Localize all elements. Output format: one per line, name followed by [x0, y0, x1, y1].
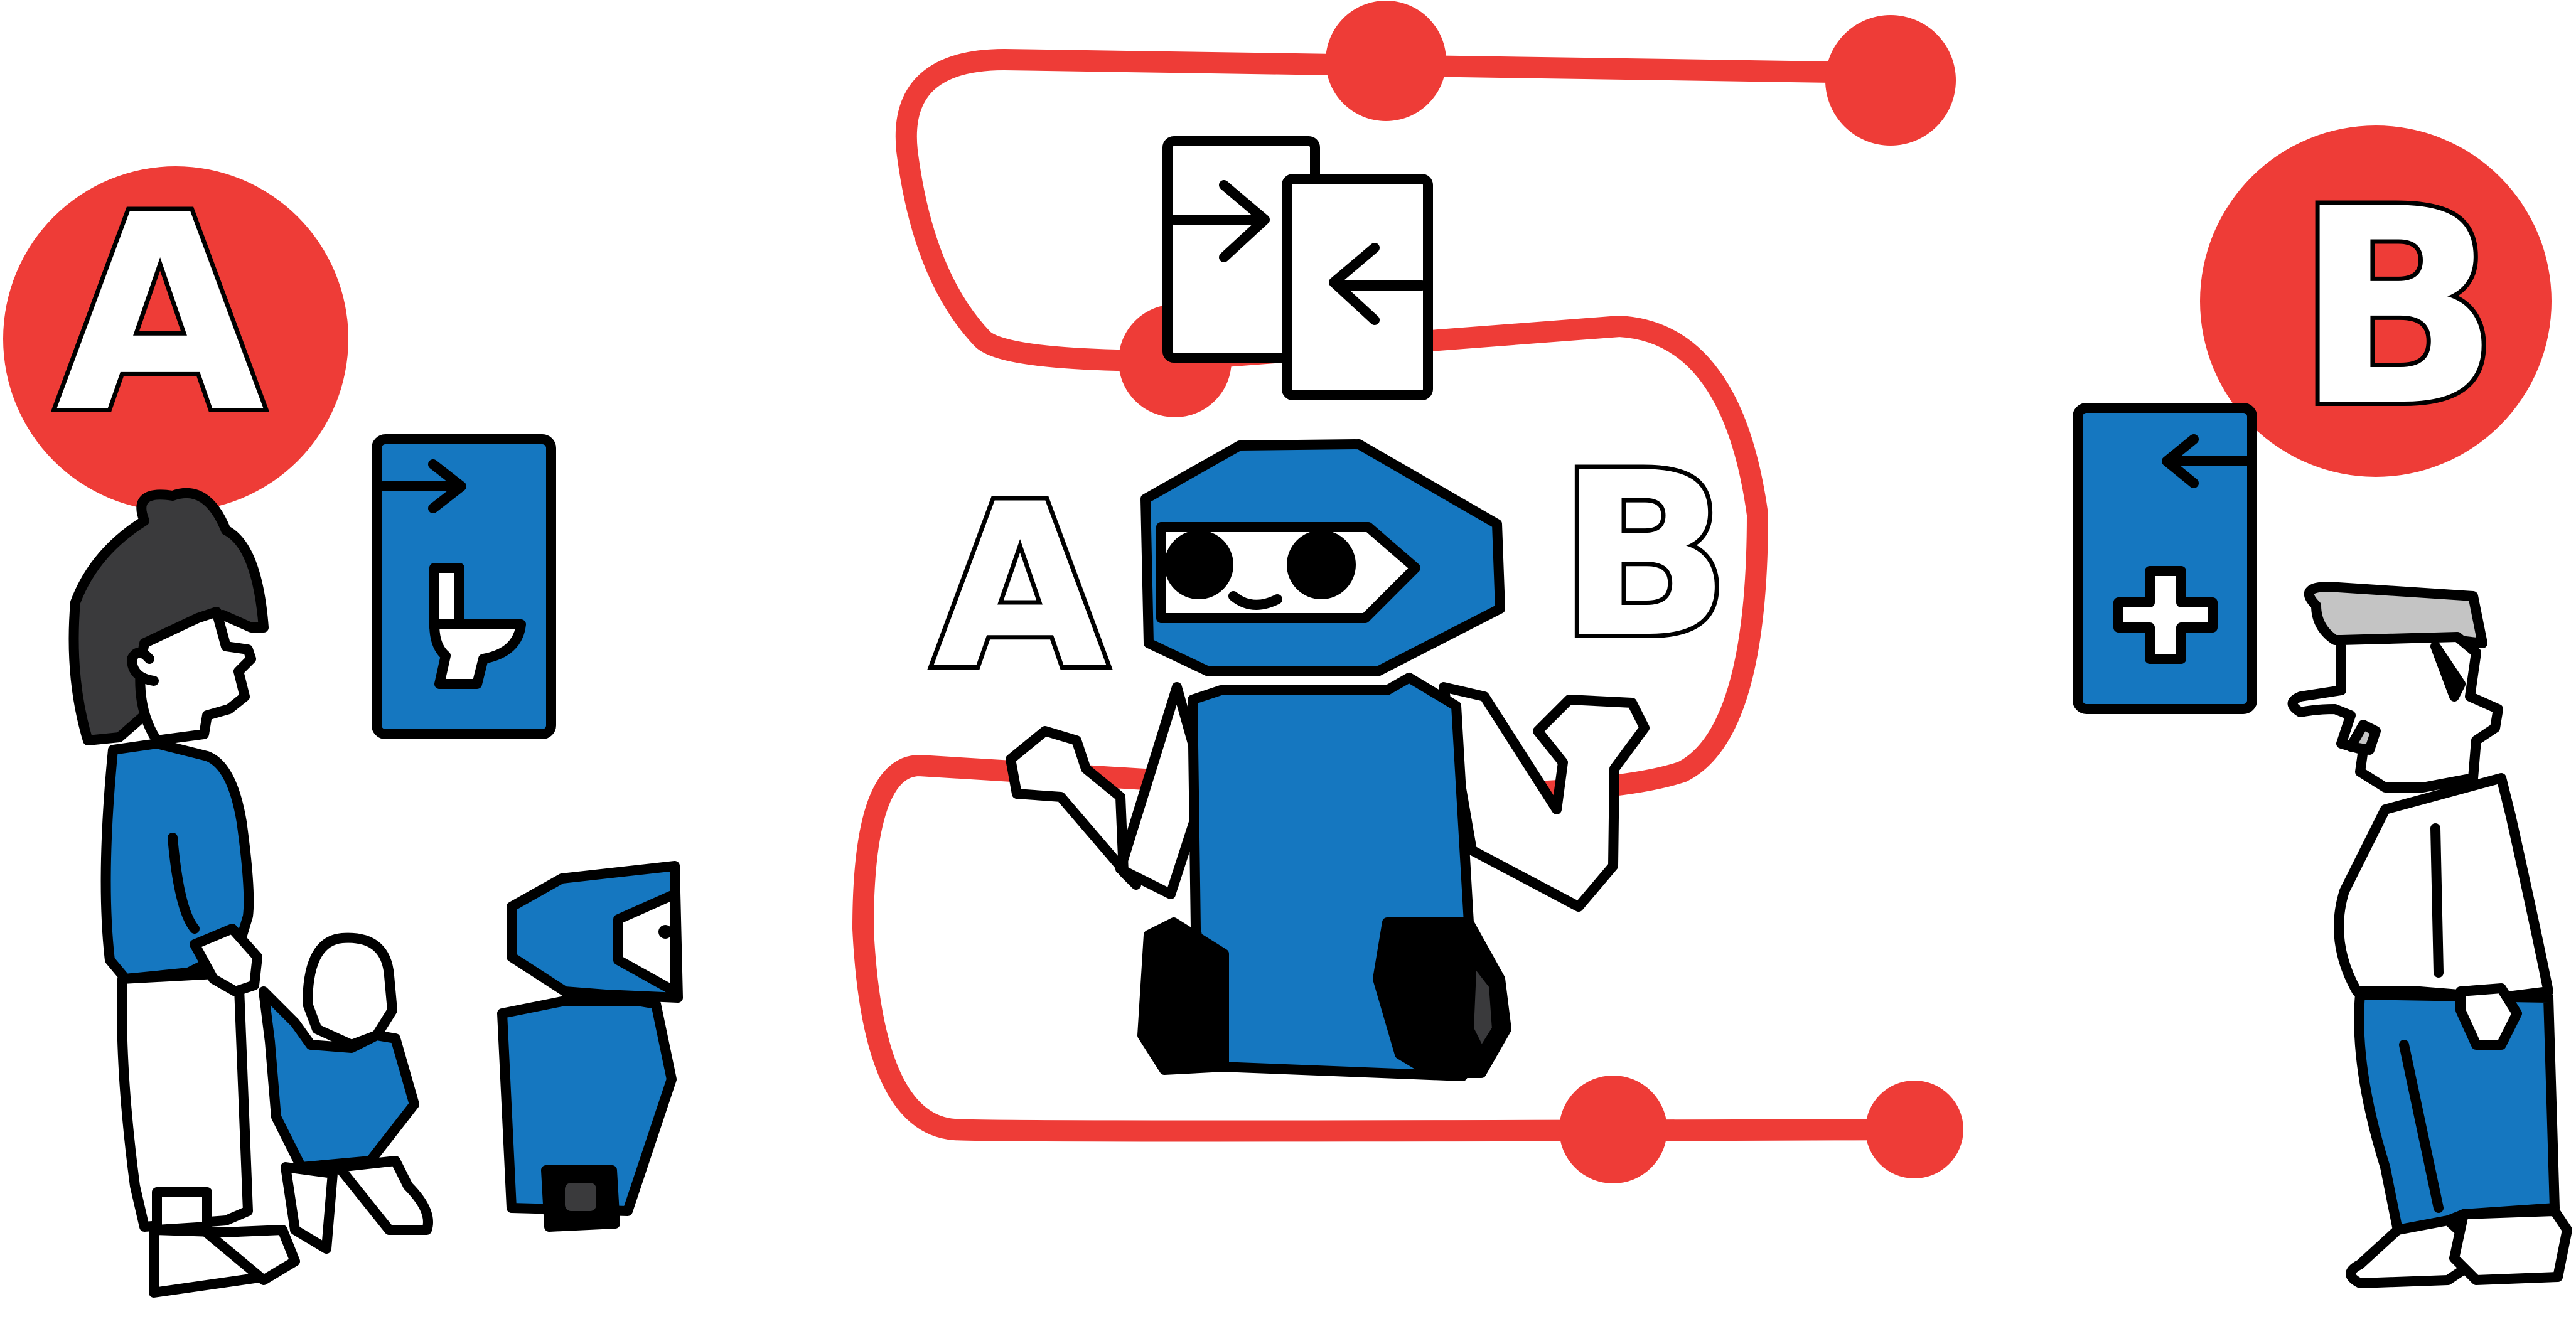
man-shirt — [2334, 773, 2553, 1003]
robot-label-a: A — [933, 456, 1109, 718]
route-dot — [1559, 1076, 1667, 1183]
location-b-marker: B — [2200, 125, 2552, 477]
restroom-sign — [372, 434, 556, 739]
robot-screen — [1162, 136, 1433, 400]
route-dot — [1825, 15, 1956, 146]
arrows-in-icon — [1169, 180, 1427, 325]
robot — [1006, 439, 1650, 1081]
robot-eye-left — [1164, 530, 1233, 599]
arrow-right-icon — [378, 459, 466, 513]
man-pants — [2354, 990, 2560, 1235]
robot-label-b: B — [1559, 424, 1731, 687]
arrow-left-icon — [2162, 434, 2252, 488]
route-dot — [1326, 1, 1446, 121]
robot-wheel-left — [1137, 917, 1229, 1075]
man — [2287, 582, 2572, 1288]
medical-sign — [2073, 403, 2257, 714]
child — [259, 932, 433, 1254]
medical-cross-icon — [2113, 566, 2218, 664]
location-a-marker: A — [3, 154, 348, 511]
toilet-icon — [429, 563, 526, 689]
small-robot — [497, 861, 683, 1232]
route-dot — [1865, 1081, 1963, 1178]
robot-right-arm — [1439, 682, 1650, 912]
man-face — [2287, 632, 2503, 793]
woman — [68, 488, 300, 1298]
man-cap — [2304, 582, 2487, 648]
location-b-label: B — [2295, 152, 2501, 466]
robot-eye-right — [1287, 530, 1356, 599]
woman-hair — [68, 488, 269, 745]
location-a-label: A — [56, 158, 267, 472]
small-robot-body — [497, 996, 677, 1216]
